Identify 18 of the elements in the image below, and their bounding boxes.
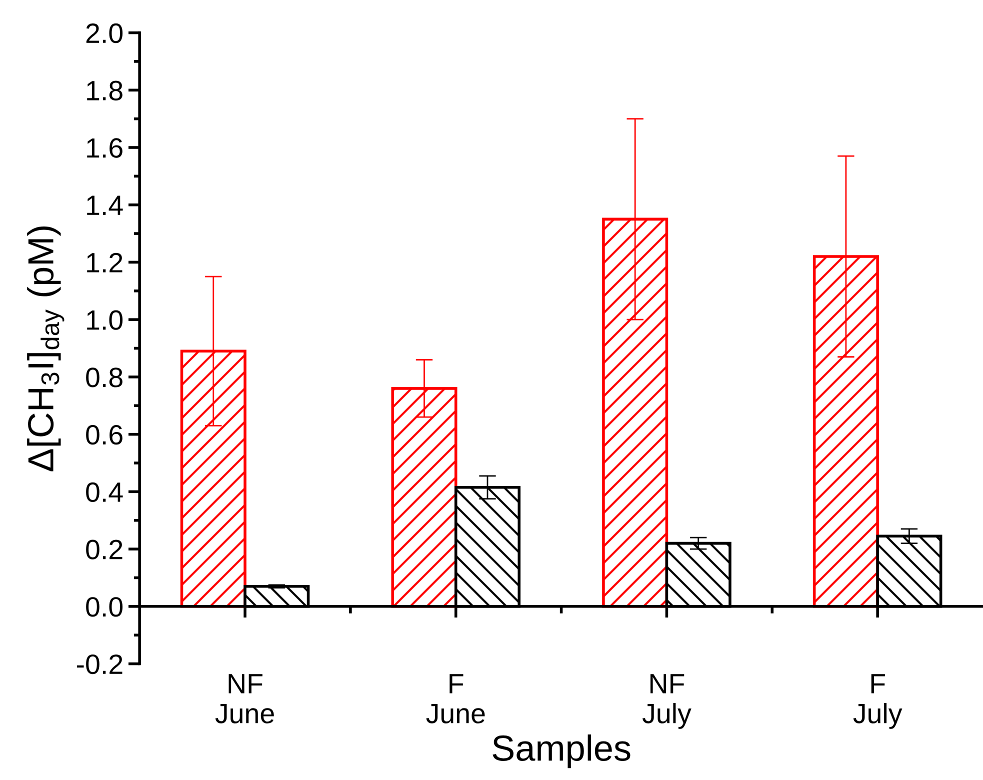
- y-tick-label: 1.8: [87, 80, 122, 100]
- x-tick-label: F June: [426, 674, 485, 724]
- y-tick-label: 0.4: [86, 482, 123, 502]
- x-axis-title: Samples: [492, 734, 630, 768]
- x-tick-label: NF July: [642, 674, 692, 729]
- y-tick-label: 2.0: [86, 23, 123, 44]
- y-tick-label: 0.0: [86, 597, 123, 617]
- y-tick-label: 1.6: [87, 138, 122, 158]
- y-tick-label: 1.4: [87, 196, 123, 215]
- y-tick-label: 0.6: [86, 424, 122, 445]
- x-tick-label: F July: [853, 674, 902, 729]
- y-tick-label: 1.0: [87, 310, 123, 330]
- y-tick-label: 0.8: [86, 368, 122, 388]
- y-tick-label: 0.2: [86, 540, 122, 560]
- y-tick-label: 1.2: [87, 252, 122, 272]
- x-tick-label: NF June: [215, 674, 274, 724]
- y-axis-title: Δ[CH$_{3}$I]$_{day}$ (pM): [27, 226, 64, 472]
- y-tick-label: -0.2: [76, 654, 122, 674]
